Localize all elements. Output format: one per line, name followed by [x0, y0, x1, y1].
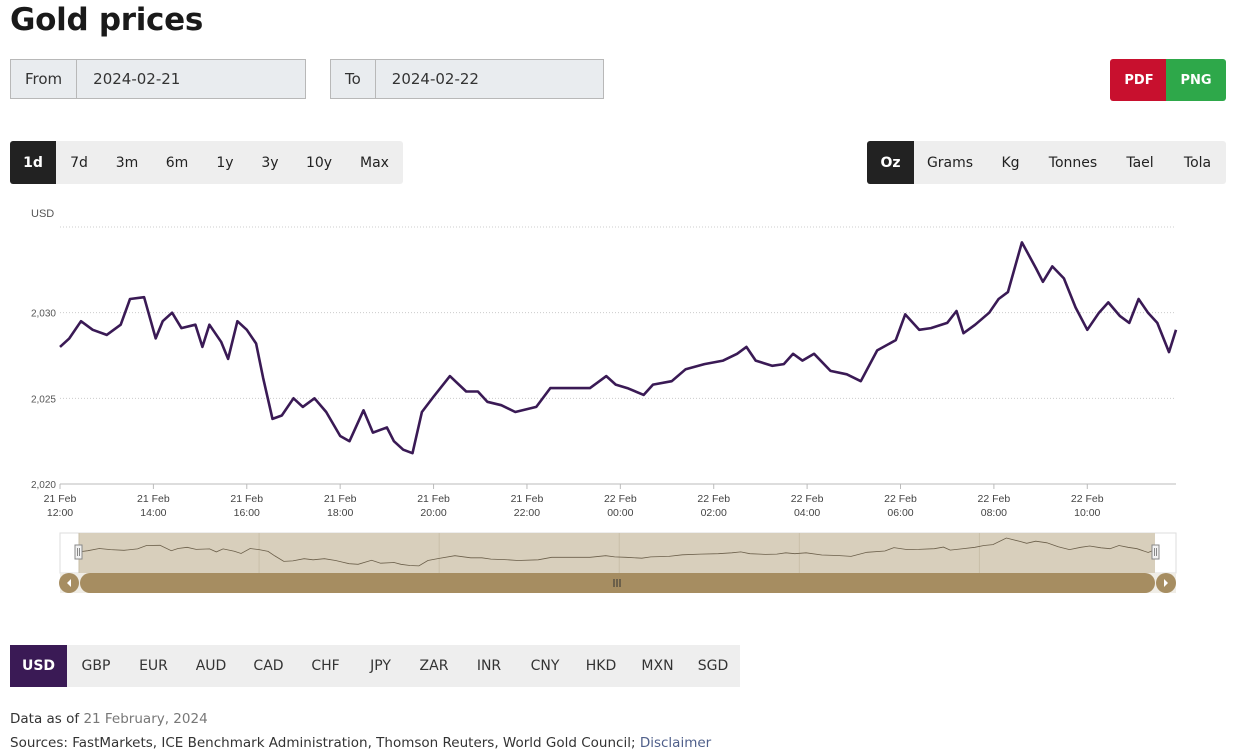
period-3m[interactable]: 3m — [115, 154, 139, 171]
x-tick-label: 14:00 — [140, 507, 166, 519]
period-1d[interactable]: 1d — [10, 141, 56, 184]
currency-gbp[interactable]: GBP — [81, 658, 111, 674]
x-tick-label: 00:00 — [607, 507, 633, 519]
unit-tonnes[interactable]: Tonnes — [1048, 154, 1098, 171]
x-tick-label: 22 Feb — [1071, 493, 1104, 505]
x-tick-label: 22 Feb — [791, 493, 824, 505]
chevron-left-icon — [67, 579, 71, 587]
navigator-line — [78, 537, 1156, 567]
y-tick-label: 2,030 — [31, 309, 56, 320]
period-6m[interactable]: 6m — [165, 154, 189, 171]
from-date-input[interactable]: 2024-02-21 — [77, 60, 305, 98]
x-tick-label: 10:00 — [1074, 507, 1100, 519]
currency-selector: USD GBP EUR AUD CAD CHF JPY ZAR INR CNY HKD MXN SGD — [10, 645, 740, 687]
data-as-of-date: 21 February, 2024 — [83, 711, 208, 727]
currency-jpy[interactable]: JPY — [370, 658, 391, 674]
x-tick-label: 22 Feb — [604, 493, 637, 505]
x-tick-label: 21 Feb — [511, 493, 544, 505]
y-axis-label: USD — [31, 208, 54, 220]
navigator-selection[interactable] — [79, 533, 1155, 573]
x-tick-label: 21 Feb — [44, 493, 77, 505]
x-tick-label: 21 Feb — [324, 493, 357, 505]
from-date-field[interactable]: From 2024-02-21 — [10, 59, 306, 99]
navigator-right-handle[interactable] — [1151, 544, 1160, 560]
x-tick-label: 18:00 — [327, 507, 353, 519]
period-3y[interactable]: 3y — [261, 154, 279, 171]
unit-kg[interactable]: Kg — [1001, 154, 1020, 171]
unit-oz[interactable]: Oz — [867, 141, 914, 184]
period-max[interactable]: Max — [360, 154, 389, 171]
sources-line: Sources: FastMarkets, ICE Benchmark Admi… — [10, 735, 711, 751]
x-tick-label: 21 Feb — [417, 493, 450, 505]
from-label: From — [11, 60, 78, 98]
price-line — [59, 241, 1178, 455]
period-1y[interactable]: 1y — [216, 154, 234, 171]
currency-aud[interactable]: AUD — [195, 658, 227, 674]
currency-usd[interactable]: USD — [10, 645, 67, 687]
x-tick-label: 22 Feb — [884, 493, 917, 505]
currency-zar[interactable]: ZAR — [419, 658, 449, 674]
x-tick-label: 04:00 — [794, 507, 820, 519]
currency-eur[interactable]: EUR — [139, 658, 168, 674]
currency-chf[interactable]: CHF — [311, 658, 340, 674]
page-title: Gold prices — [10, 2, 204, 38]
x-tick-label: 22:00 — [514, 507, 540, 519]
disclaimer-link[interactable]: Disclaimer — [639, 735, 712, 751]
to-date-field[interactable]: To 2024-02-22 — [330, 59, 604, 99]
currency-mxn[interactable]: MXN — [641, 658, 674, 674]
x-tick-label: 21 Feb — [230, 493, 263, 505]
png-export-button[interactable]: PNG — [1166, 59, 1226, 101]
data-as-of-label: Data as of — [10, 711, 80, 727]
x-tick-label: 02:00 — [701, 507, 727, 519]
unit-selector: Oz Grams Kg Tonnes Tael Tola — [867, 141, 1226, 184]
y-tick-label: 2,025 — [31, 394, 56, 405]
gold-price-chart: USD 2,020 2,025 2,030 21 Feb 12:00 21 Feb 14:… — [31, 208, 1178, 593]
chevron-right-icon — [1164, 579, 1168, 587]
x-tick-label: 12:00 — [47, 507, 73, 519]
currency-hkd[interactable]: HKD — [585, 658, 617, 674]
unit-grams[interactable]: Grams — [926, 154, 974, 171]
x-tick-label: 21 Feb — [137, 493, 170, 505]
sources-text: Sources: FastMarkets, ICE Benchmark Admi… — [10, 735, 636, 751]
to-date-input[interactable]: 2024-02-22 — [375, 60, 603, 98]
currency-cad[interactable]: CAD — [253, 658, 284, 674]
to-label: To — [331, 60, 376, 98]
y-tick-label: 2,020 — [31, 480, 56, 491]
data-as-of: Data as of 21 February, 2024 — [10, 711, 208, 727]
x-tick-label: 16:00 — [234, 507, 260, 519]
unit-tael[interactable]: Tael — [1126, 154, 1154, 171]
currency-inr[interactable]: INR — [476, 658, 502, 674]
navigator-left-handle[interactable] — [74, 544, 83, 560]
currency-sgd[interactable]: SGD — [697, 658, 729, 674]
unit-tola[interactable]: Tola — [1183, 154, 1212, 171]
currency-cny[interactable]: CNY — [530, 658, 560, 674]
x-tick-label: 20:00 — [420, 507, 446, 519]
period-7d[interactable]: 7d — [70, 154, 88, 171]
period-selector: 1d 7d 3m 6m 1y 3y 10y Max — [10, 141, 403, 184]
x-tick-label: 22 Feb — [978, 493, 1011, 505]
period-10y[interactable]: 10y — [305, 154, 333, 171]
x-tick-label: 22 Feb — [697, 493, 730, 505]
x-tick-label: 06:00 — [887, 507, 913, 519]
x-tick-label: 08:00 — [981, 507, 1007, 519]
pdf-export-button[interactable]: PDF — [1110, 59, 1168, 101]
navigator[interactable] — [59, 532, 1177, 593]
